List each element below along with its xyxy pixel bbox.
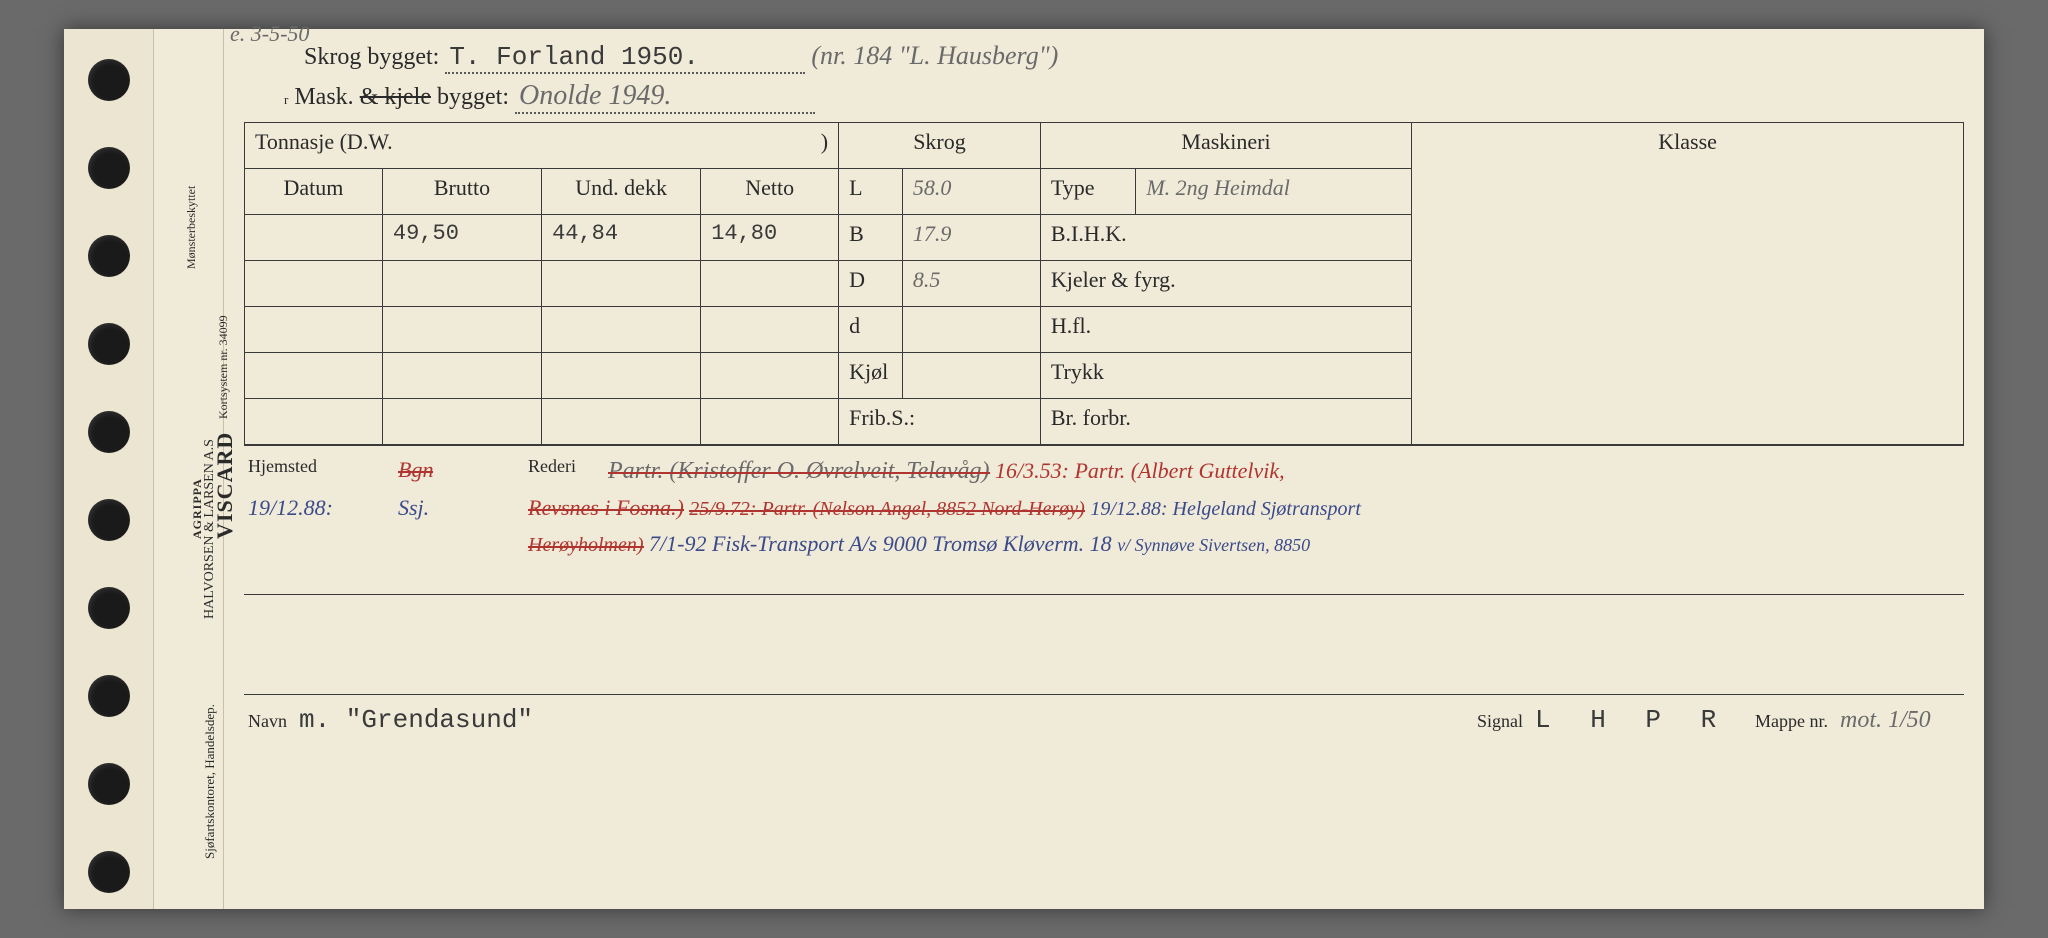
hjem2: Ssj. — [398, 490, 528, 525]
rederi-line1b: 16/3.53: Partr. (Albert Guttelvik, — [995, 458, 1285, 483]
klasse-header: Klasse — [1412, 123, 1964, 445]
frib-label: Frib.S.: — [839, 399, 1041, 445]
blank-section — [244, 595, 1964, 695]
hjemsted-label: Hjemsted — [248, 452, 398, 490]
col-datum: Datum — [245, 169, 383, 215]
binder-holes — [64, 29, 154, 909]
side-dept: Sjøfartskontoret, Handelsdep. — [202, 704, 218, 859]
datum-0 — [245, 215, 383, 261]
mask-bygget-row: r Mask. & kjele bygget: Onolde 1949. — [284, 80, 1964, 114]
rederi-line2c: 19/12.88: Helgeland Sjøtransport — [1090, 498, 1361, 520]
L-value: 58.0 — [902, 169, 1040, 215]
sidebar-imprint: Sjøfartskontoret, Handelsdep. HALVORSEN … — [154, 29, 224, 909]
skrog-label: Skrog bygget: — [304, 44, 439, 70]
d-label: d — [839, 307, 903, 353]
hjem1: Bgn — [398, 457, 433, 482]
type-label: Type — [1040, 169, 1135, 215]
navn-label: Navn — [248, 711, 287, 732]
rederi-line3a: Herøyholmen) — [528, 534, 644, 556]
col-brutto: Brutto — [382, 169, 541, 215]
mask-suffix: bygget: — [437, 84, 509, 110]
side-monster: Mønsterbeskyttet — [184, 186, 199, 269]
mask-value: Onolde 1949. — [515, 80, 815, 114]
rederi-line1a: Partr. (Kristoffer O. Øvrelveit, Telavåg… — [608, 458, 990, 484]
signal-value: L H P R — [1535, 705, 1755, 735]
col-netto: Netto — [701, 169, 839, 215]
D-label: D — [839, 261, 903, 307]
kjeler-label: Kjeler & fyrg. — [1040, 261, 1411, 307]
D-value: 8.5 — [902, 261, 1040, 307]
L-label: L — [839, 169, 903, 215]
br-label: Br. forbr. — [1040, 399, 1411, 445]
rederi-label: Rederi — [528, 452, 608, 490]
rederi-line2a: Revsnes i Fosna.) — [528, 495, 684, 520]
type-value: M. 2ng Heimdal — [1136, 169, 1412, 215]
mask-strike: & kjele — [360, 84, 431, 110]
footer-row: Navn m. "Grendasund" Signal L H P R Mapp… — [244, 695, 1964, 739]
top-annotation: e. 3-5-50 — [230, 21, 309, 47]
spec-table: Tonnasje (D.W. ) Skrog Maskineri Klasse … — [244, 122, 1964, 445]
mappe-value: mot. 1/50 — [1840, 707, 1960, 734]
B-label: B — [839, 215, 903, 261]
skrog-note: (nr. 184 "L. Hausberg") — [811, 41, 1058, 70]
side-brand1: AGRIPPA — [190, 478, 205, 539]
rederi-line2b: 25/9.72: Partr. (Nelson Angel, 8852 Nord… — [689, 498, 1085, 520]
tonnasje-header: Tonnasje (D.W. ) — [245, 123, 839, 169]
trykk-label: Trykk — [1040, 353, 1411, 399]
netto-0: 14,80 — [701, 215, 839, 261]
B-value: 17.9 — [902, 215, 1040, 261]
bihk-label: B.I.H.K. — [1040, 215, 1411, 261]
skrog-value: T. Forland 1950. — [445, 42, 805, 74]
main-content: e. 3-5-50 Skrog bygget: T. Forland 1950.… — [224, 29, 1984, 909]
navn-value: m. "Grendasund" — [299, 705, 1477, 735]
skrog-header: Skrog — [839, 123, 1041, 169]
index-card: Sjøfartskontoret, Handelsdep. HALVORSEN … — [64, 29, 1984, 909]
hjem2-date: 19/12.88: — [248, 490, 398, 525]
mask-prefix: Mask. — [294, 84, 353, 110]
rederi-line3c: v/ Synnøve Sivertsen, 8850 — [1117, 535, 1310, 555]
mappe-label: Mappe nr. — [1755, 711, 1828, 732]
signal-label: Signal — [1477, 711, 1523, 732]
hfl-label: H.fl. — [1040, 307, 1411, 353]
und-0: 44,84 — [542, 215, 701, 261]
maskineri-header: Maskineri — [1040, 123, 1411, 169]
rederi-section: Hjemsted Bgn Rederi Partr. (Kristoffer O… — [244, 445, 1964, 595]
rederi-line3b: 7/1-92 Fisk-Transport A/s 9000 Tromsø Kl… — [649, 531, 1112, 556]
col-und: Und. dekk — [542, 169, 701, 215]
brutto-0: 49,50 — [382, 215, 541, 261]
skrog-bygget-row: Skrog bygget: T. Forland 1950. (nr. 184 … — [304, 41, 1964, 74]
kjol-label: Kjøl — [839, 353, 903, 399]
